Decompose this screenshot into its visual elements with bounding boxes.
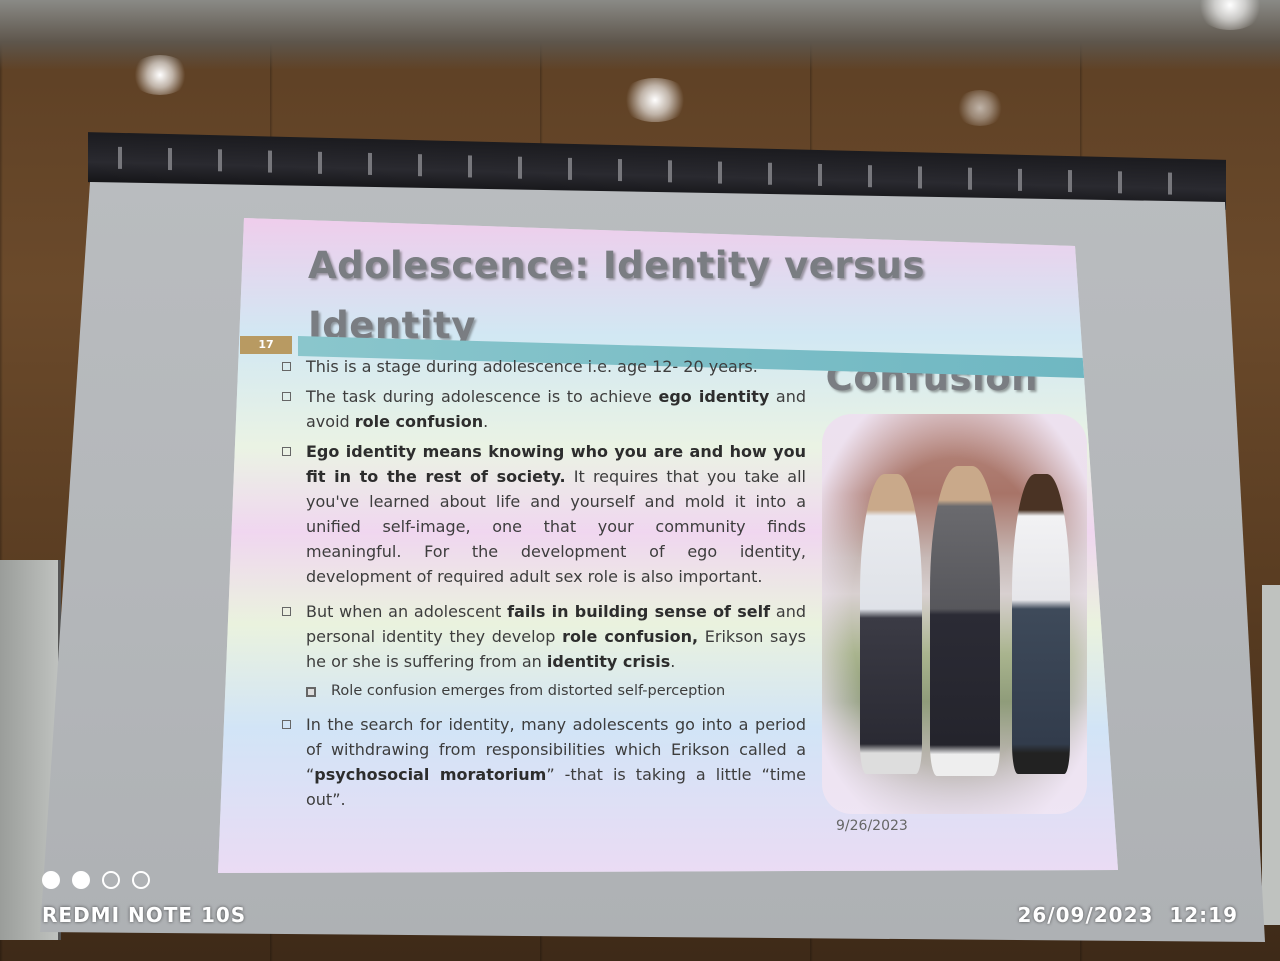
whiteboard-right	[1262, 585, 1280, 925]
bullet-text: It requires that you take all you've lea…	[306, 467, 806, 586]
mode-dot-empty	[102, 871, 120, 889]
filled-square-bullet-icon	[306, 687, 316, 697]
teen-figure-left	[860, 474, 922, 774]
bullet-emphasis: Ego identity means knowing who you are a…	[306, 442, 806, 486]
square-bullet-icon	[282, 607, 291, 616]
bullet-emphasis: role confusion,	[562, 627, 699, 646]
bullet-item: But when an adolescent fails in building…	[276, 599, 806, 674]
teen-figure-right	[1012, 474, 1070, 774]
bullet-text: and personal identity they develop	[306, 602, 806, 646]
sub-bullet-item: Role confusion emerges from distorted se…	[276, 679, 806, 704]
bullet-list: This is a stage during adolescence i.e. …	[276, 354, 806, 817]
bullet-emphasis: role confusion	[354, 412, 484, 431]
bullet-text: .	[670, 652, 676, 671]
square-bullet-icon	[282, 720, 291, 729]
bullet-emphasis: psychosocial moratorium	[314, 765, 547, 784]
bullet-text: Erikson says he or she is suffering from…	[306, 627, 806, 671]
bullet-emphasis: ego identity	[658, 387, 770, 406]
camera-device-watermark: REDMI NOTE 10S	[42, 903, 247, 927]
bullet-item: Ego identity means knowing who you are a…	[276, 439, 806, 589]
slide-date: 9/26/2023	[836, 818, 908, 834]
bullet-text: This is a stage during adolescence i.e. …	[306, 357, 758, 376]
bullet-emphasis: fails in building sense of self	[507, 602, 771, 621]
square-bullet-icon	[282, 392, 291, 401]
ceiling	[0, 0, 1280, 70]
bullet-item: The task during adolescence is to achiev…	[276, 384, 806, 434]
camera-mode-dots	[42, 871, 150, 889]
slide-number: 17	[240, 336, 292, 354]
bullet-item: In the search for identity, many adolesc…	[276, 712, 806, 812]
ceiling-light	[955, 90, 1005, 126]
square-bullet-icon	[282, 362, 291, 371]
bullet-text: ” -that is taking a little “time out”.	[306, 765, 807, 809]
teen-figure-middle	[930, 466, 1000, 776]
mode-dot-filled	[42, 871, 60, 889]
bullet-text: But when an adolescent	[306, 602, 508, 621]
mode-dot-filled	[72, 871, 90, 889]
bullet-text: In the search for identity, many adolesc…	[306, 715, 806, 784]
bullet-text: The task during adolescence is to achiev…	[306, 387, 659, 406]
slide-title: Adolescence: Identity versus Identity Co…	[218, 236, 1038, 408]
bullet-text: Role confusion emerges from distorted se…	[331, 683, 726, 699]
mode-dot-empty	[132, 871, 150, 889]
ceiling-light	[620, 78, 690, 122]
ceiling-light	[130, 55, 190, 95]
teenagers-photo	[822, 414, 1087, 814]
bullet-text: and avoid	[306, 387, 807, 431]
projected-slide: Adolescence: Identity versus Identity Co…	[218, 218, 1118, 873]
camera-timestamp-watermark: 26/09/2023 12:19	[1017, 903, 1238, 927]
bullet-emphasis: identity crisis	[546, 652, 671, 671]
square-bullet-icon	[282, 447, 291, 456]
bullet-text: .	[483, 412, 489, 431]
bullet-item: This is a stage during adolescence i.e. …	[276, 354, 806, 379]
